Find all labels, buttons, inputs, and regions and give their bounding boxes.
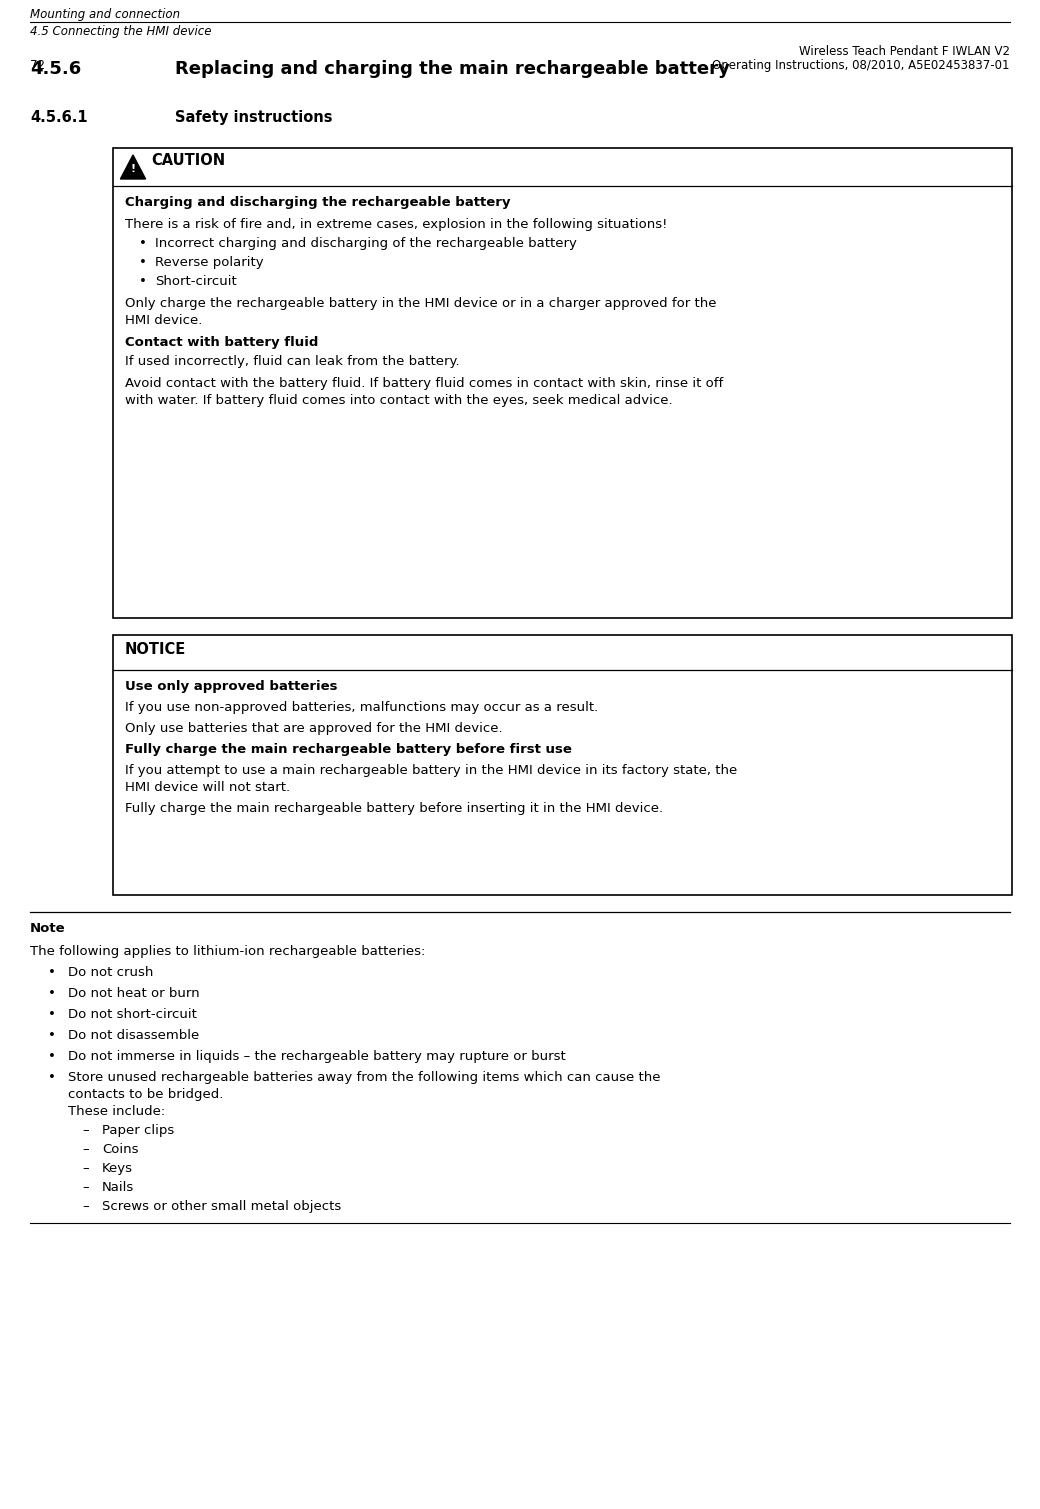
Text: •: • [139,275,147,288]
Text: If you attempt to use a main rechargeable battery in the HMI device in its facto: If you attempt to use a main rechargeabl… [125,764,737,777]
Text: •: • [139,257,147,269]
Text: CAUTION: CAUTION [151,152,225,167]
Text: –: – [82,1124,88,1136]
Text: •: • [48,1050,56,1062]
Bar [113,148,1012,619]
Polygon shape [121,155,146,180]
Text: Safety instructions: Safety instructions [175,110,333,125]
Text: If used incorrectly, fluid can leak from the battery.: If used incorrectly, fluid can leak from… [125,355,460,368]
Text: Wireless Teach Pendant F IWLAN V2: Wireless Teach Pendant F IWLAN V2 [799,45,1010,57]
Text: Mounting and connection: Mounting and connection [30,8,180,21]
Text: Charging and discharging the rechargeable battery: Charging and discharging the rechargeabl… [125,196,511,210]
Bar [113,635,1012,895]
Text: •: • [48,1008,56,1022]
Text: These include:: These include: [68,1105,165,1118]
Text: Incorrect charging and discharging of the rechargeable battery: Incorrect charging and discharging of th… [155,237,577,250]
Text: Do not heat or burn: Do not heat or burn [68,987,200,1000]
Text: There is a risk of fire and, in extreme cases, explosion in the following situat: There is a risk of fire and, in extreme … [125,217,668,231]
Text: Reverse polarity: Reverse polarity [155,257,263,269]
Text: with water. If battery fluid comes into contact with the eyes, seek medical advi: with water. If battery fluid comes into … [125,394,673,407]
Text: –: – [82,1162,88,1176]
Text: HMI device will not start.: HMI device will not start. [125,782,290,794]
Text: Avoid contact with the battery fluid. If battery fluid comes in contact with ski: Avoid contact with the battery fluid. If… [125,377,723,389]
Text: If you use non-approved batteries, malfunctions may occur as a result.: If you use non-approved batteries, malfu… [125,702,598,714]
Text: Keys: Keys [102,1162,133,1176]
Text: Coins: Coins [102,1142,138,1156]
Text: •: • [48,1071,56,1083]
Text: 4.5.6.1: 4.5.6.1 [30,110,87,125]
Text: 4.5 Connecting the HMI device: 4.5 Connecting the HMI device [30,26,211,38]
Text: Fully charge the main rechargeable battery before inserting it in the HMI device: Fully charge the main rechargeable batte… [125,801,664,815]
Text: –: – [82,1182,88,1194]
Text: •: • [48,966,56,979]
Text: Nails: Nails [102,1182,134,1194]
Text: Do not immerse in liquids – the rechargeable battery may rupture or burst: Do not immerse in liquids – the recharge… [68,1050,566,1062]
Text: NOTICE: NOTICE [125,641,186,656]
Text: Store unused rechargeable batteries away from the following items which can caus: Store unused rechargeable batteries away… [68,1071,660,1083]
Text: contacts to be bridged.: contacts to be bridged. [68,1088,224,1102]
Text: –: – [82,1142,88,1156]
Text: Contact with battery fluid: Contact with battery fluid [125,337,318,349]
Text: Short-circuit: Short-circuit [155,275,237,288]
Text: •: • [139,237,147,250]
Text: Replacing and charging the main rechargeable battery: Replacing and charging the main recharge… [175,60,730,78]
Text: Screws or other small metal objects: Screws or other small metal objects [102,1200,341,1213]
Text: HMI device.: HMI device. [125,314,203,327]
Text: Only charge the rechargeable battery in the HMI device or in a charger approved : Only charge the rechargeable battery in … [125,297,717,309]
Text: •: • [48,987,56,1000]
Text: 4.5.6: 4.5.6 [30,60,81,78]
Text: Paper clips: Paper clips [102,1124,175,1136]
Text: Fully charge the main rechargeable battery before first use: Fully charge the main rechargeable batte… [125,742,572,756]
Text: Operating Instructions, 08/2010, A5E02453837-01: Operating Instructions, 08/2010, A5E0245… [712,59,1010,72]
Text: Note: Note [30,922,66,936]
Text: The following applies to lithium-ion rechargeable batteries:: The following applies to lithium-ion rec… [30,945,425,958]
Text: Do not crush: Do not crush [68,966,153,979]
Text: Only use batteries that are approved for the HMI device.: Only use batteries that are approved for… [125,721,502,735]
Text: –: – [82,1200,88,1213]
Text: •: • [48,1029,56,1043]
Text: Do not disassemble: Do not disassemble [68,1029,200,1043]
Text: Use only approved batteries: Use only approved batteries [125,681,338,693]
Text: 72: 72 [30,59,45,72]
Text: !: ! [130,164,135,174]
Text: Do not short-circuit: Do not short-circuit [68,1008,197,1022]
